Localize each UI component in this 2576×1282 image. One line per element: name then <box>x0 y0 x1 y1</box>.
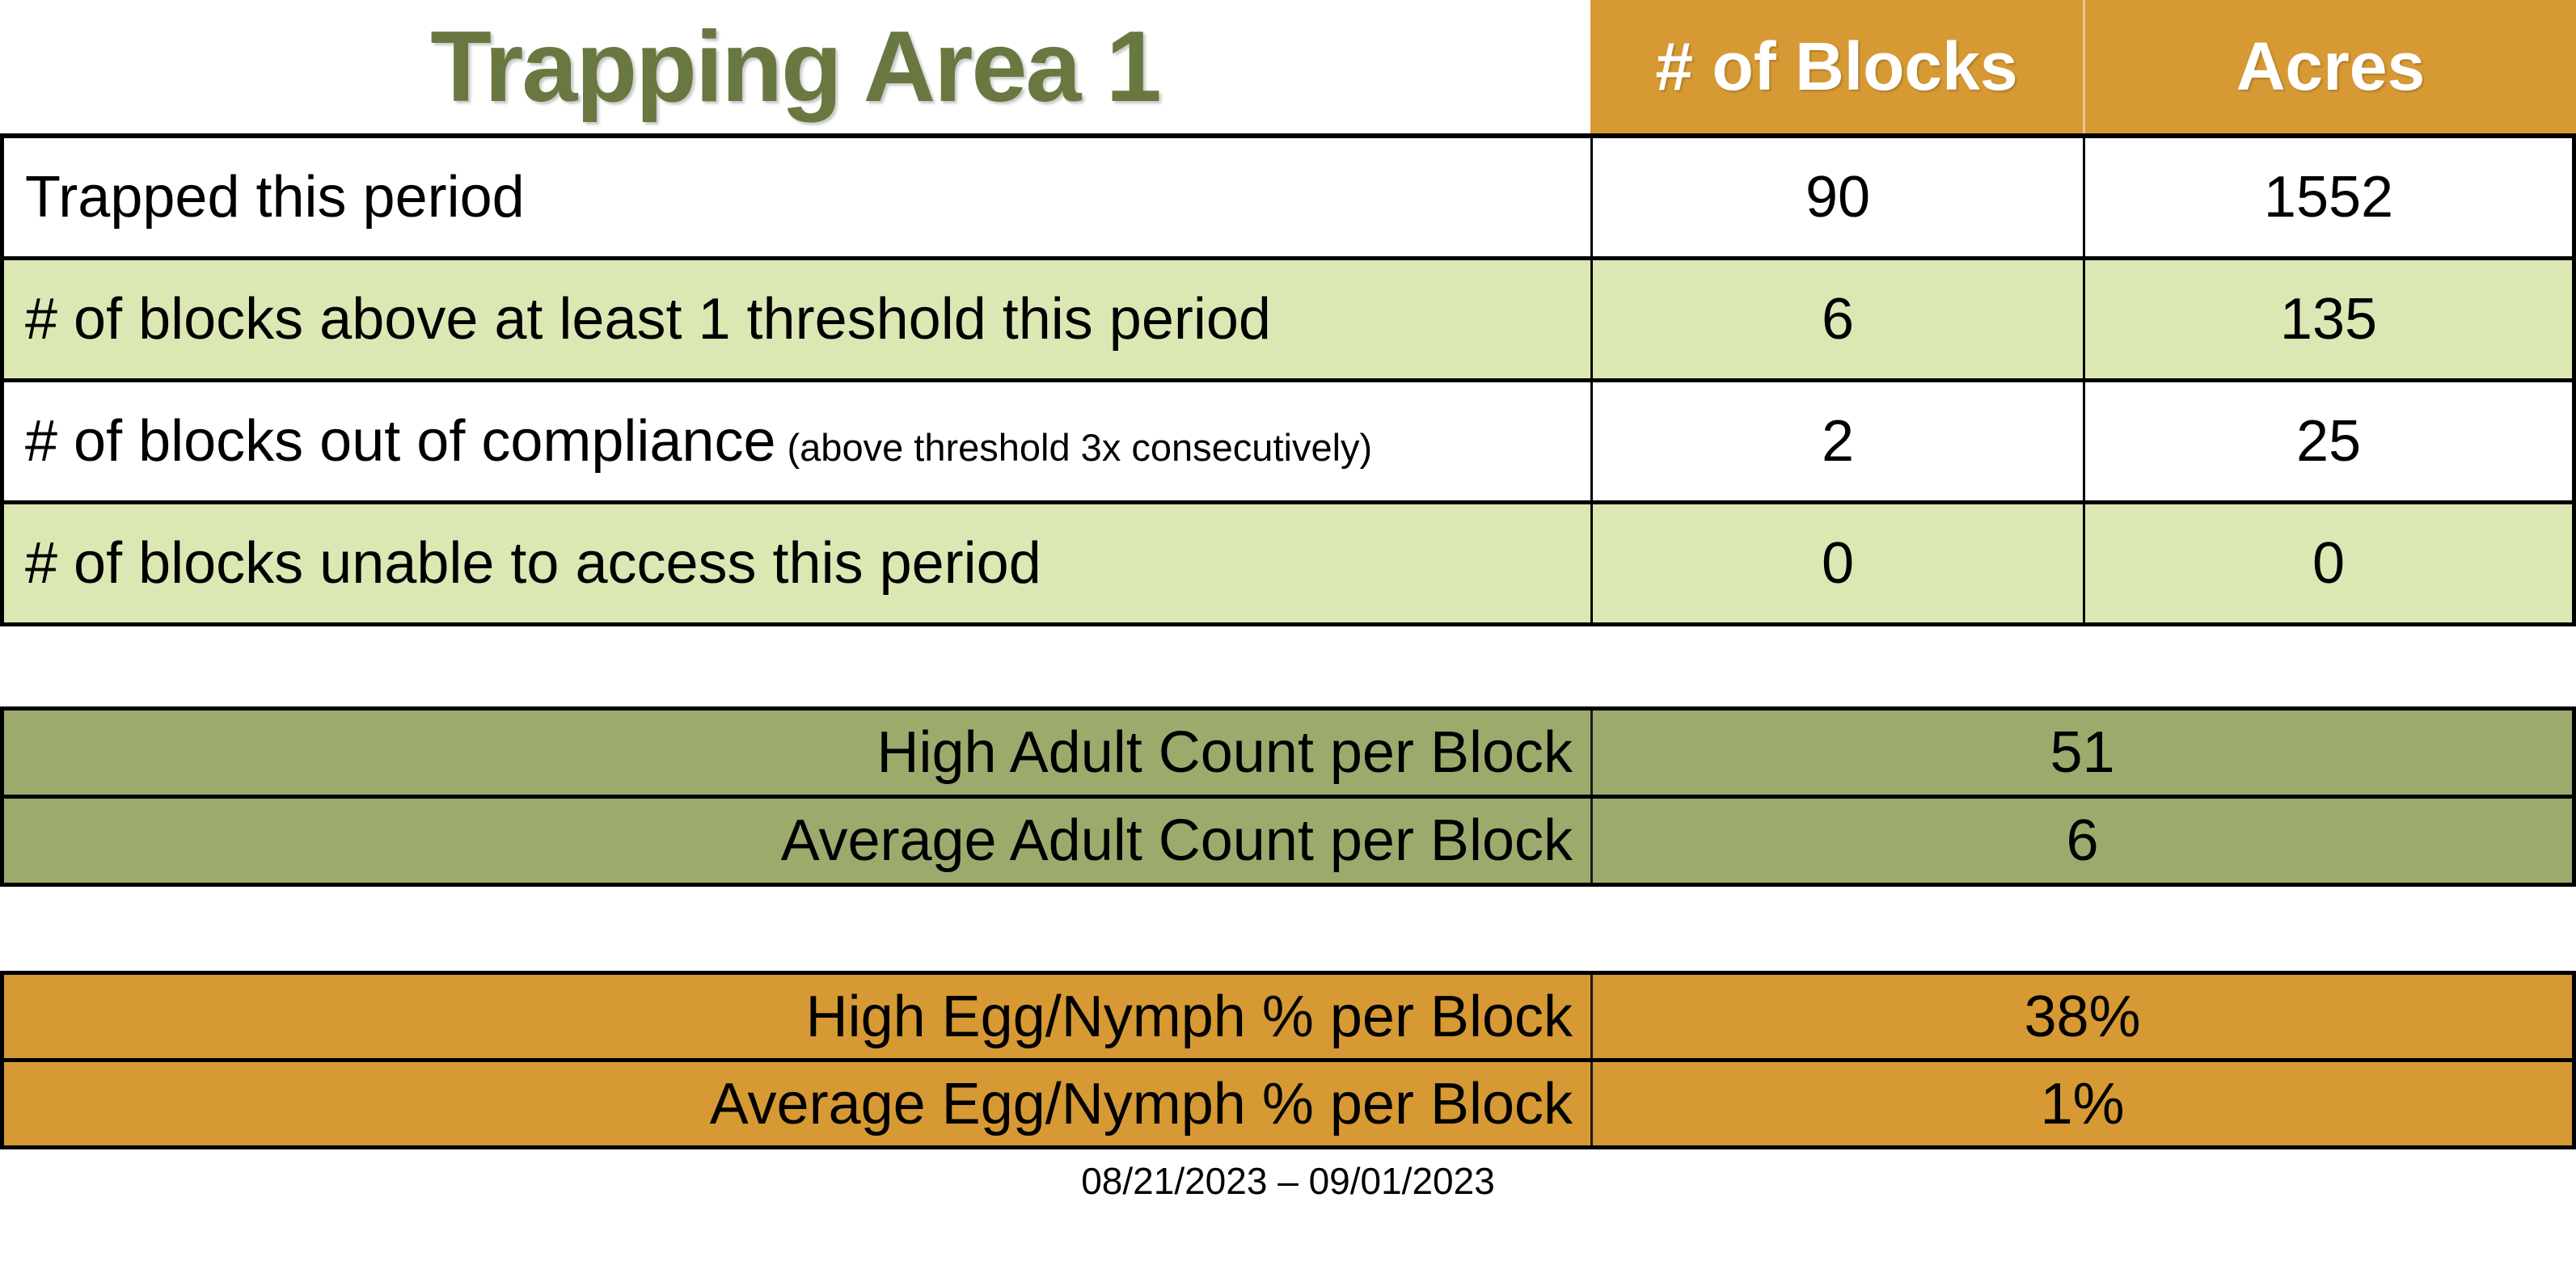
egg-nymph-table: High Egg/Nymph % per Block 38% Average E… <box>0 971 2576 1149</box>
row-label-cell: # of blocks unable to access this period <box>4 504 1590 622</box>
adult-count-table: High Adult Count per Block 51 Average Ad… <box>0 706 2576 887</box>
row-value: 6 <box>1590 799 2572 883</box>
table-row-high-adult-count: High Adult Count per Block 51 <box>4 711 2572 799</box>
row-label-cell: # of blocks above at least 1 threshold t… <box>4 260 1590 378</box>
date-range-label: 08/21/2023 – 09/01/2023 <box>1081 1160 1495 1202</box>
blocks-value: 6 <box>1590 260 2083 378</box>
row-label: # of blocks unable to access this period <box>25 531 1041 596</box>
row-label: # of blocks above at least 1 threshold t… <box>25 287 1271 352</box>
row-label-cell: Trapped this period <box>4 138 1590 256</box>
row-label: Average Egg/Nymph % per Block <box>4 1062 1590 1145</box>
row-label-cell: # of blocks out of compliance (above thre… <box>4 382 1590 500</box>
acres-value: 0 <box>2083 504 2572 622</box>
table-row-out-of-compliance: # of blocks out of compliance (above thre… <box>4 382 2572 504</box>
table-row-unable-to-access: # of blocks unable to access this period… <box>4 504 2572 622</box>
page-title: Trapping Area 1 <box>430 11 1162 123</box>
row-value: 51 <box>1590 711 2572 795</box>
row-label-note: (above threshold 3x consecutively) <box>787 426 1373 469</box>
table-row-average-egg-nymph: Average Egg/Nymph % per Block 1% <box>4 1062 2572 1145</box>
table-row-high-egg-nymph: High Egg/Nymph % per Block 38% <box>4 975 2572 1062</box>
row-label: # of blocks out of compliance <box>25 409 776 474</box>
acres-value: 1552 <box>2083 138 2572 256</box>
title-cell: Trapping Area 1 <box>0 0 1590 133</box>
row-value: 38% <box>1590 975 2572 1058</box>
blocks-value: 2 <box>1590 382 2083 500</box>
summary-table-header: Trapping Area 1 # of Blocks Acres <box>0 0 2576 133</box>
summary-table: Trapping Area 1 # of Blocks Acres Trappe… <box>0 0 2576 626</box>
row-label: Trapped this period <box>25 165 525 230</box>
acres-value: 25 <box>2083 382 2572 500</box>
row-label: High Egg/Nymph % per Block <box>4 975 1590 1058</box>
table-row-above-threshold: # of blocks above at least 1 threshold t… <box>4 260 2572 382</box>
blocks-value: 90 <box>1590 138 2083 256</box>
table-row-average-adult-count: Average Adult Count per Block 6 <box>4 799 2572 883</box>
row-label: Average Adult Count per Block <box>4 799 1590 883</box>
column-header-acres: Acres <box>2083 0 2576 133</box>
acres-value: 135 <box>2083 260 2572 378</box>
blocks-value: 0 <box>1590 504 2083 622</box>
table-row-trapped: Trapped this period 90 1552 <box>4 138 2572 260</box>
row-label: High Adult Count per Block <box>4 711 1590 795</box>
column-header-blocks: # of Blocks <box>1590 0 2083 133</box>
summary-table-body: Trapped this period 90 1552 # of blocks … <box>0 133 2576 626</box>
row-value: 1% <box>1590 1062 2572 1145</box>
